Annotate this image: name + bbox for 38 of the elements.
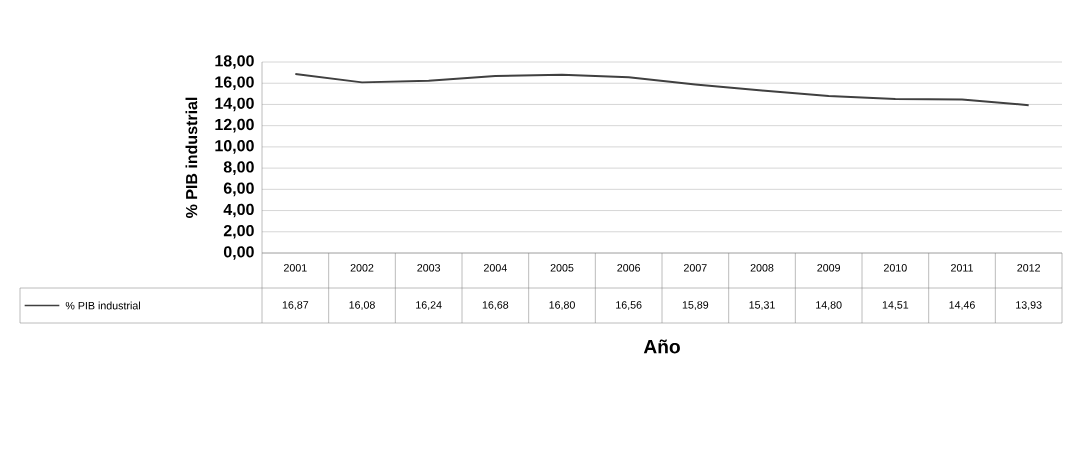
x-tick-label: 2010 <box>884 264 907 272</box>
data-label: 16,80 <box>549 301 575 310</box>
x-tick-label: 2004 <box>484 264 507 272</box>
data-label: 14,80 <box>816 301 842 310</box>
x-tick-label: 2003 <box>417 264 441 272</box>
x-tick-label: 2012 <box>1017 264 1040 272</box>
y-tick-label: 0,00 <box>223 246 254 260</box>
line-series <box>294 72 1030 107</box>
data-label: 15,31 <box>749 301 775 310</box>
x-tick-label: 2009 <box>817 264 841 272</box>
y-tick-label: 4,00 <box>223 203 254 218</box>
x-tick-label: 2002 <box>350 264 374 272</box>
data-label: 13,93 <box>1016 301 1042 310</box>
y-tick-label: 16,00 <box>215 76 254 91</box>
y-tick-label: 8,00 <box>223 161 254 175</box>
legend-label: % PIB industrial <box>65 301 140 310</box>
x-tick-label: 2007 <box>684 264 707 272</box>
data-label: 14,51 <box>882 301 909 310</box>
y-axis-title: % PIB industrial <box>185 97 198 218</box>
y-tick-label: 18,00 <box>215 55 254 69</box>
y-tick-label: 14,00 <box>215 97 254 112</box>
x-axis-title: Año <box>643 339 680 354</box>
x-tick-label: 2005 <box>550 264 574 272</box>
data-label: 16,87 <box>282 301 309 310</box>
data-label: 14,46 <box>949 301 975 310</box>
data-label: 16,24 <box>416 301 442 310</box>
x-tick-label: 2001 <box>284 264 307 272</box>
x-tick-label: 2008 <box>750 264 774 272</box>
y-tick-label: 12,00 <box>215 118 254 133</box>
x-tick-label: 2006 <box>617 264 641 272</box>
data-label: 15,89 <box>682 301 709 310</box>
y-tick-label: 6,00 <box>223 182 254 197</box>
y-tick-label: 10,00 <box>215 140 254 154</box>
data-label: 16,68 <box>482 301 509 310</box>
data-label: 16,56 <box>616 301 642 310</box>
y-tick-label: 2,00 <box>223 224 254 239</box>
x-tick-label: 2011 <box>951 264 973 272</box>
data-label: 16,08 <box>349 301 375 310</box>
